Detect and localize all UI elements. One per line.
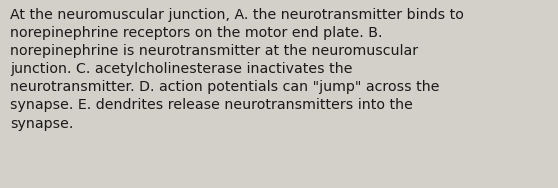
Text: At the neuromuscular junction, A. the neurotransmitter binds to
norepinephrine r: At the neuromuscular junction, A. the ne… [10,8,464,131]
